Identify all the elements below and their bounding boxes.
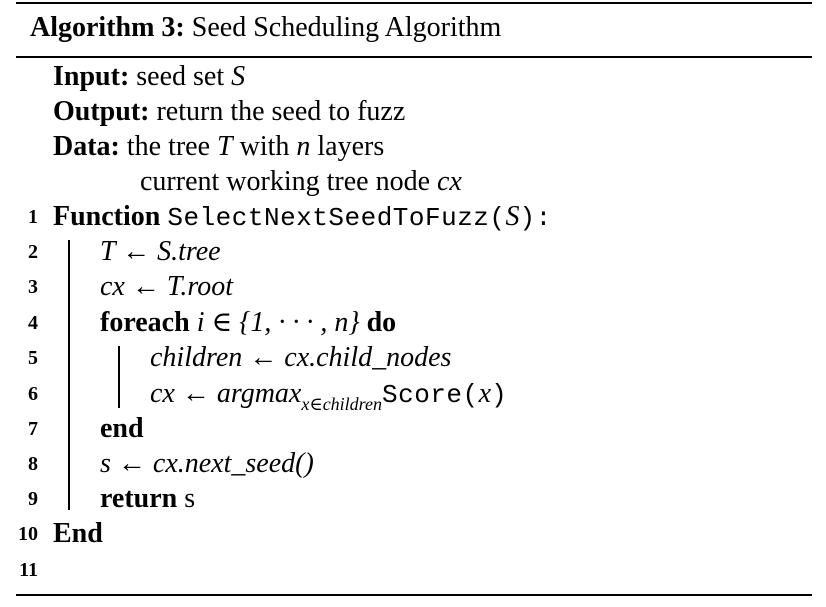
- line-number: 4: [28, 312, 38, 334]
- code-line-9: return s: [100, 482, 195, 516]
- foreach-expression: i ∈ {1, · · · , n}: [196, 307, 360, 338]
- code-line-7: end: [100, 413, 144, 444]
- data-var-t: T: [217, 131, 233, 162]
- code-line-6: cx ← argmaxx∈childrenScore(x): [150, 377, 508, 414]
- function-arg: S: [505, 201, 520, 232]
- data-line-2: current working tree node cx: [140, 165, 462, 199]
- score-arg: x: [478, 378, 492, 409]
- line-number: 1: [28, 206, 38, 228]
- function-open-paren: (: [489, 203, 506, 233]
- score-function: Score: [382, 380, 463, 410]
- output-line: Output: return the seed to fuzz: [53, 95, 405, 129]
- score-open-paren: (: [462, 380, 479, 410]
- code-line-8: s ← cx.next_seed(): [100, 448, 314, 479]
- line-number: 3: [28, 276, 38, 298]
- line-number: 9: [28, 488, 38, 510]
- data-line: Data: the tree T with n layers: [53, 130, 384, 164]
- return-value: s: [184, 483, 196, 514]
- input-line: Input: seed set S: [53, 60, 245, 94]
- function-keyword: Function: [53, 201, 161, 232]
- code-line-4: foreach i ∈ {1, · · · , n} do: [100, 306, 396, 340]
- top-rule: [16, 2, 812, 4]
- input-text: seed set: [136, 61, 225, 92]
- data-var-cx: cx: [437, 166, 462, 197]
- line-number: 8: [28, 453, 38, 475]
- output-text: return the seed to fuzz: [156, 96, 406, 127]
- function-name: SelectNextSeedToFuzz: [167, 203, 490, 233]
- function-scope-bar: [68, 240, 70, 510]
- caption-label: Algorithm 3:: [30, 12, 185, 43]
- line-number: 5: [28, 347, 38, 369]
- line-number: 2: [28, 241, 38, 263]
- code-line-10: End: [53, 518, 103, 549]
- line-number: 10: [18, 523, 38, 545]
- code-line-5: children ← cx.child_nodes: [150, 342, 452, 373]
- caption-title: Seed Scheduling Algorithm: [191, 12, 502, 43]
- data-text-2: with: [239, 131, 290, 162]
- line-number: 6: [28, 383, 38, 405]
- do-keyword: do: [366, 307, 397, 338]
- code-line-3: cx ← T.root: [100, 271, 233, 302]
- foreach-keyword: foreach: [100, 307, 190, 338]
- line-number: 11: [19, 559, 38, 581]
- data-keyword: Data:: [53, 131, 120, 162]
- algorithm-caption: Algorithm 3: Seed Scheduling Algorithm: [30, 12, 501, 44]
- foreach-scope-bar: [118, 346, 120, 408]
- function-close-paren: ):: [519, 203, 552, 233]
- argmax-subscript: x∈children: [301, 394, 383, 414]
- argmax-lhs: cx ← argmax: [150, 378, 302, 409]
- input-var: S: [231, 61, 246, 92]
- data-text-1: the tree: [126, 131, 211, 162]
- return-keyword: return: [100, 483, 178, 514]
- score-close-paren: ): [491, 380, 508, 410]
- data-var-n: n: [296, 131, 311, 162]
- code-line-1: Function SelectNextSeedToFuzz(S):: [53, 200, 552, 234]
- caption-rule: [16, 56, 812, 58]
- input-keyword: Input:: [53, 61, 130, 92]
- data-text-3: layers: [317, 131, 385, 162]
- output-keyword: Output:: [53, 96, 150, 127]
- bottom-rule: [16, 594, 812, 596]
- line-number: 7: [28, 418, 38, 440]
- code-line-2: T ← S.tree: [100, 236, 221, 267]
- data-text-4: current working tree node: [140, 166, 430, 197]
